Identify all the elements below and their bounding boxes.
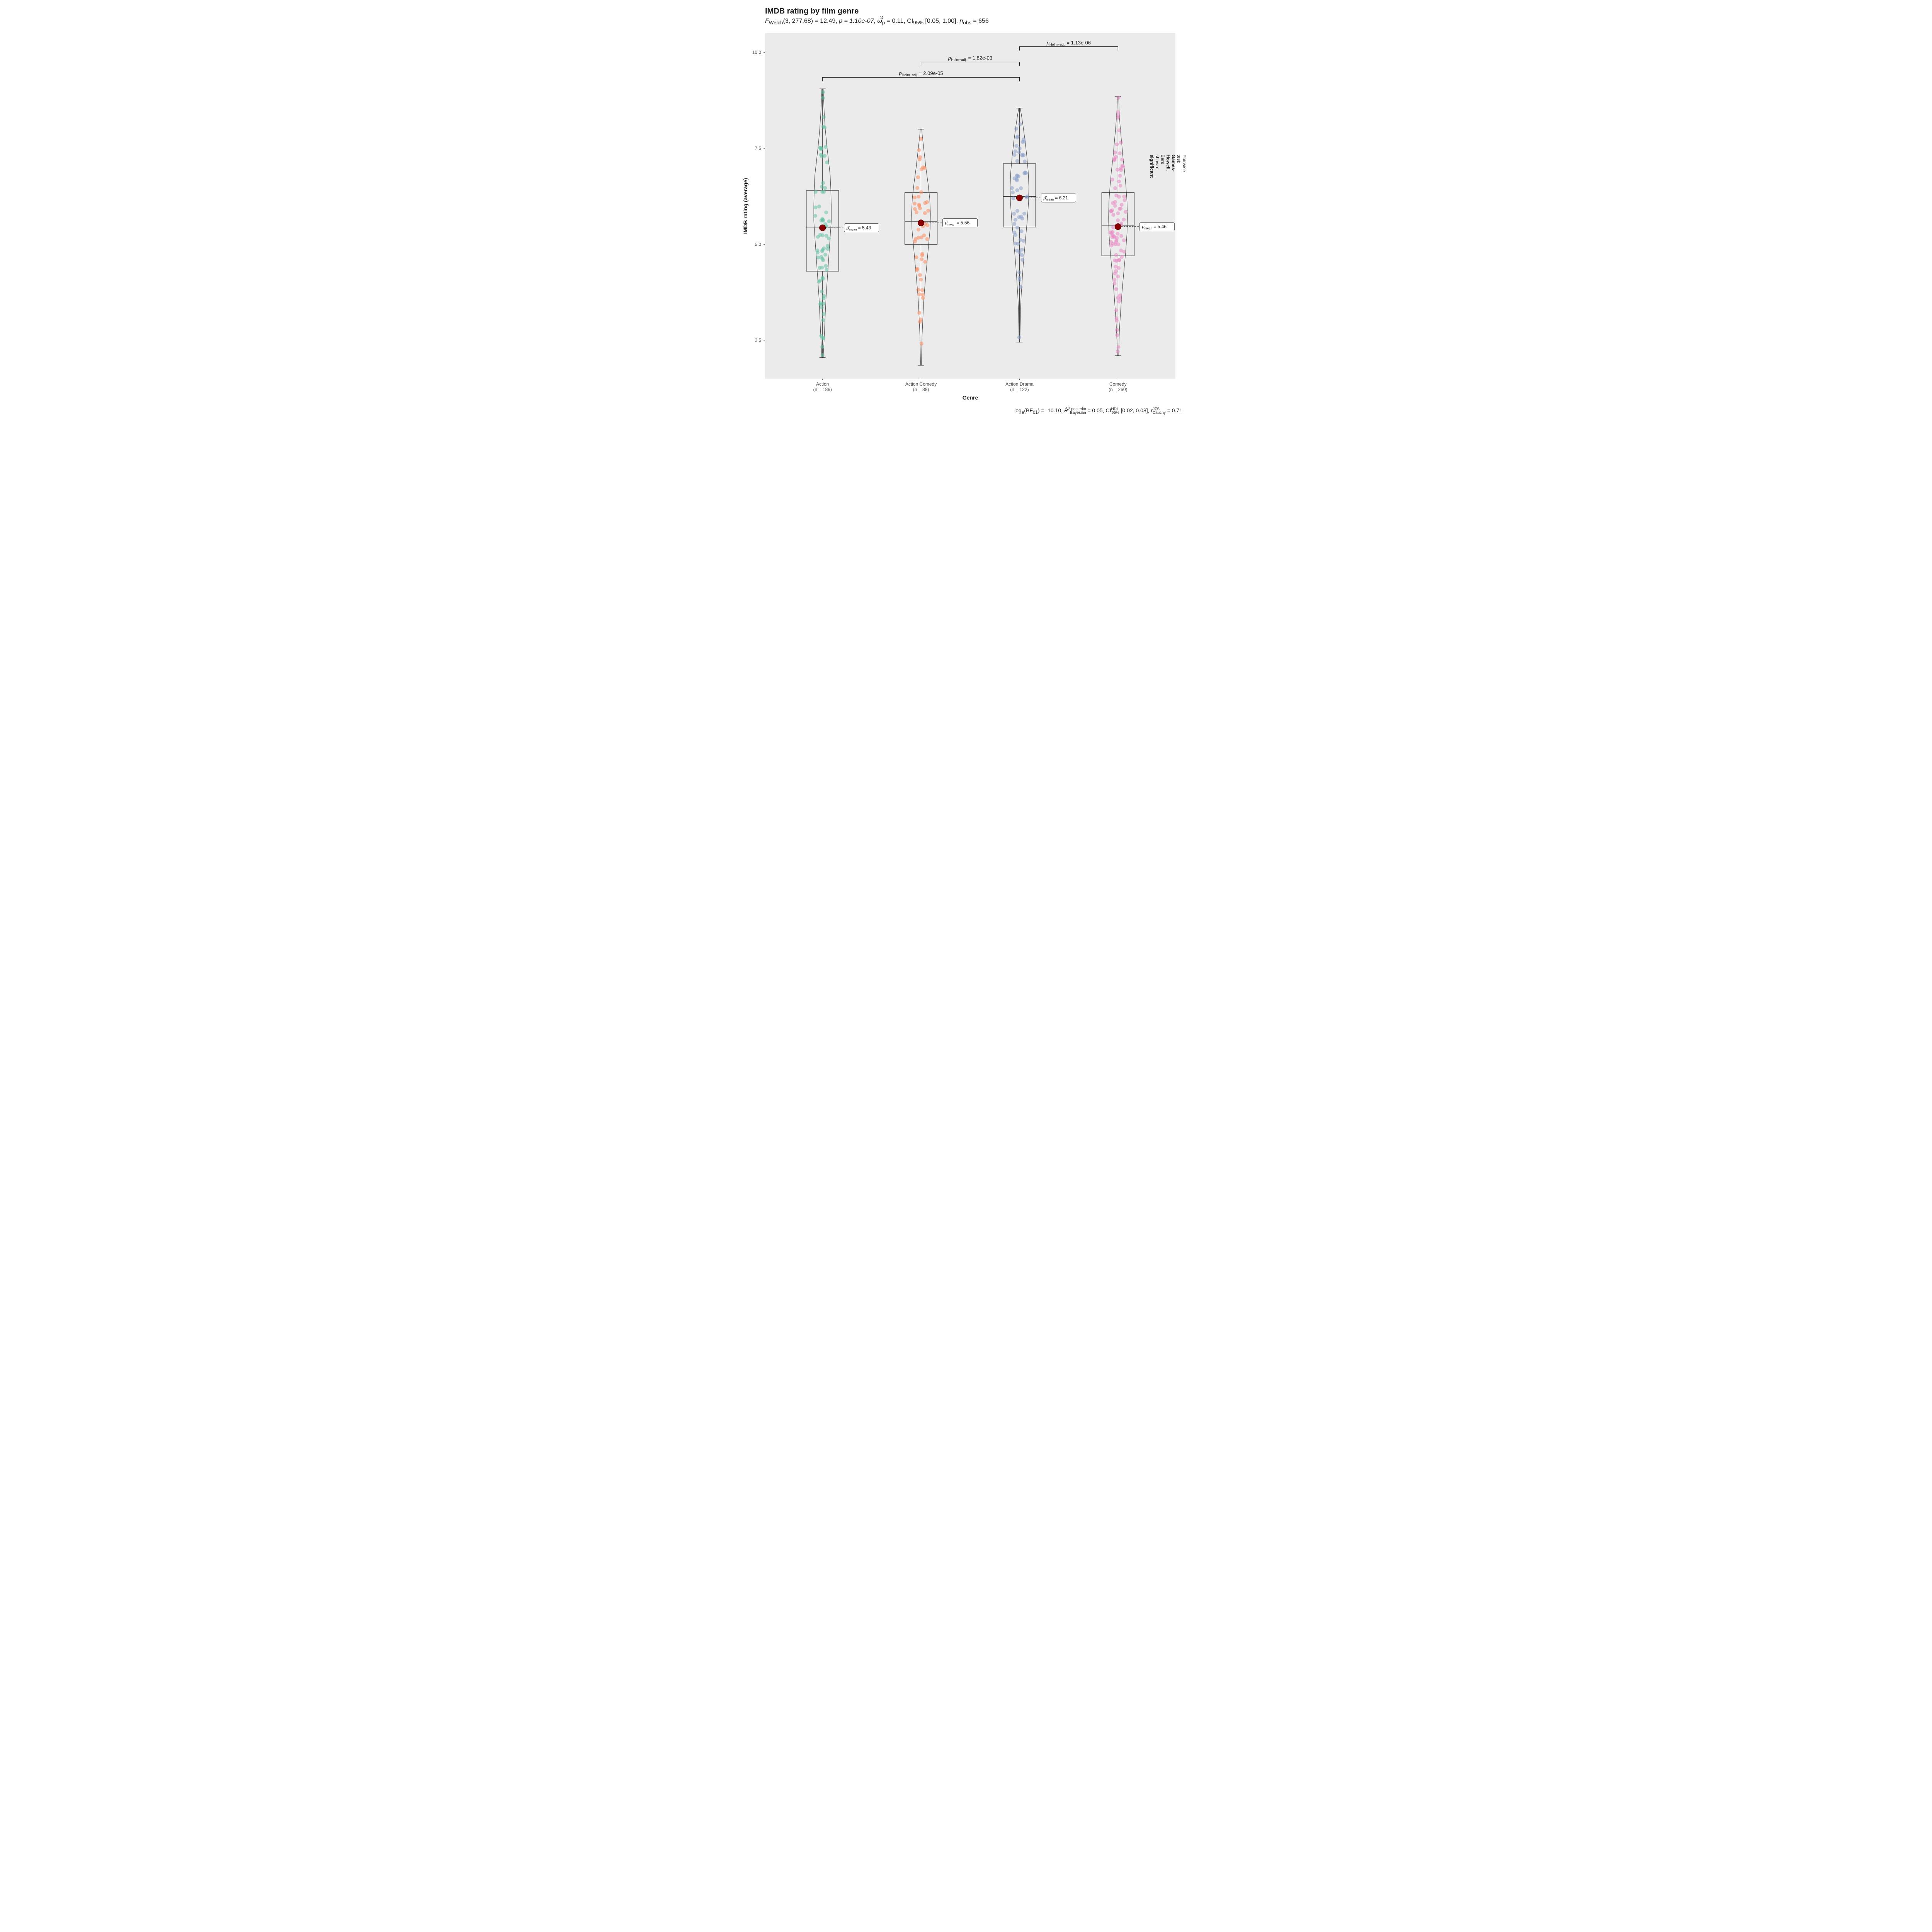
svg-text:(n = 122): (n = 122) bbox=[1010, 387, 1029, 392]
svg-text:2.5: 2.5 bbox=[755, 338, 761, 343]
svg-text:Genre: Genre bbox=[963, 395, 978, 401]
svg-text:Action Comedy: Action Comedy bbox=[905, 381, 937, 387]
chart-page: IMDB rating by film genre FWelch(3, 277.… bbox=[734, 0, 1198, 417]
svg-text:IMDB rating (average): IMDB rating (average) bbox=[742, 178, 748, 234]
right-caption: Pairwise test: Games-Howell, Bars shown:… bbox=[1149, 155, 1187, 178]
svg-text:10.0: 10.0 bbox=[752, 50, 762, 55]
svg-text:Action: Action bbox=[816, 381, 829, 387]
svg-text:(n = 260): (n = 260) bbox=[1109, 387, 1127, 392]
svg-text:5.0: 5.0 bbox=[755, 242, 761, 247]
svg-text:7.5: 7.5 bbox=[755, 146, 761, 151]
bottom-caption: loge(BF01) = -10.10, R̂2 posteriorBayesi… bbox=[1014, 407, 1182, 415]
rcauchy-term: rJZSCauchy = 0.71 bbox=[1151, 407, 1182, 413]
svg-text:(n = 88): (n = 88) bbox=[913, 387, 929, 392]
svg-text:Action Drama: Action Drama bbox=[1005, 381, 1034, 387]
chart-svg: 2.5 5.0 7.5 10.0 IMDB rating (average) Action… bbox=[734, 0, 1198, 417]
bf-term: loge(BF01) = -10.10 bbox=[1014, 407, 1061, 413]
ci-term: CIHDI95% [0.02, 0.08] bbox=[1105, 407, 1148, 413]
svg-text:Comedy: Comedy bbox=[1109, 381, 1127, 387]
r2-term: R̂2 posteriorBayesian = 0.05 bbox=[1064, 407, 1103, 413]
svg-text:(n = 186): (n = 186) bbox=[813, 387, 832, 392]
